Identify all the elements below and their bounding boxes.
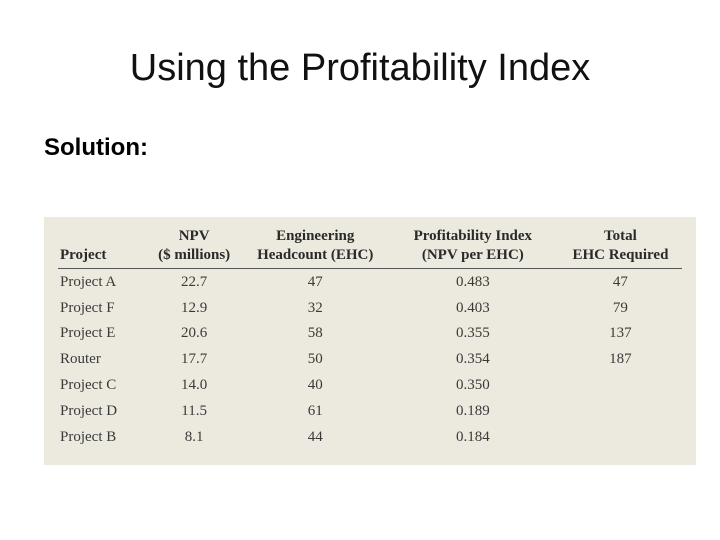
cell-npv: 17.7: [181, 351, 208, 368]
header-engineering-headcount: Engineering Headcount (EHC): [243, 227, 387, 269]
cell-ehc: 58: [307, 325, 323, 342]
cell-ehc: 44: [307, 428, 323, 445]
cell-ehc: 50: [307, 351, 323, 368]
cell-npv: 8.1: [184, 428, 204, 445]
cell-project: Project E: [60, 325, 116, 342]
solution-heading: Solution:: [44, 134, 148, 161]
cell-ehc: 40: [307, 377, 323, 394]
cell-project: Project B: [60, 428, 117, 445]
table-row: Project E 20.6 58 0.355 137: [58, 321, 682, 347]
cell-total-ehc: 187: [609, 351, 632, 368]
table-row: Router 17.7 50 0.354 187: [58, 346, 682, 372]
cell-npv: 11.5: [181, 402, 207, 419]
cell-ehc: 32: [307, 299, 323, 316]
header-npv: NPV ($ millions): [144, 227, 244, 269]
cell-npv: 22.7: [181, 273, 208, 290]
cell-profitability-index: 0.189: [455, 402, 490, 419]
cell-profitability-index: 0.354: [455, 351, 490, 368]
table-row: Project A 22.7 47 0.483 47: [58, 269, 682, 295]
header-project: Project: [58, 227, 145, 269]
table-row: Project D 11.5 61 0.189: [58, 398, 682, 424]
cell-profitability-index: 0.355: [455, 325, 490, 342]
slide-title: Using the Profitability Index: [129, 47, 591, 89]
cell-total-ehc: 137: [609, 325, 632, 342]
cell-npv: 12.9: [181, 299, 208, 316]
cell-npv: 20.6: [181, 325, 208, 342]
cell-total-ehc: [559, 398, 682, 424]
cell-project: Project C: [60, 377, 117, 394]
header-profitability-index: Profitability Index (NPV per EHC): [386, 227, 559, 269]
table-header-row: Project NPV ($ millions) Engineering Hea…: [58, 227, 682, 269]
cell-project: Project F: [60, 299, 115, 316]
cell-project: Router: [60, 351, 101, 368]
cell-project: Project D: [60, 402, 118, 419]
cell-profitability-index: 0.483: [455, 273, 490, 290]
cell-npv: 14.0: [181, 377, 208, 394]
table-row: Project F 12.9 32 0.403 79: [58, 295, 682, 321]
cell-profitability-index: 0.403: [455, 299, 490, 316]
cell-total-ehc: [559, 424, 682, 450]
cell-total-ehc: 79: [612, 299, 628, 316]
table-row: Project C 14.0 40 0.350: [58, 372, 682, 398]
table-row: Project B 8.1 44 0.184: [58, 424, 682, 450]
profitability-table-panel: Project NPV ($ millions) Engineering Hea…: [44, 217, 696, 465]
profitability-table: Project NPV ($ millions) Engineering Hea…: [58, 227, 682, 450]
cell-project: Project A: [60, 273, 117, 290]
cell-total-ehc: 47: [612, 273, 628, 290]
cell-profitability-index: 0.184: [455, 428, 490, 445]
cell-profitability-index: 0.350: [455, 377, 490, 394]
cell-ehc: 61: [307, 402, 323, 419]
header-total-ehc-required: Total EHC Required: [558, 227, 682, 269]
cell-total-ehc: [559, 372, 682, 398]
cell-ehc: 47: [307, 273, 323, 290]
